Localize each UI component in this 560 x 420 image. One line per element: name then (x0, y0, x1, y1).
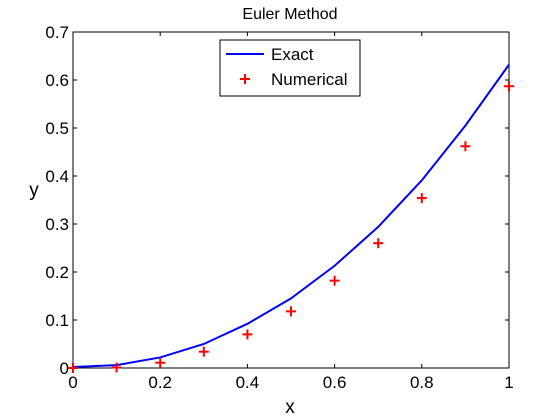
legend-label-exact: Exact (271, 45, 314, 64)
data-point-numerical (286, 306, 296, 317)
series-line-exact (72, 64, 510, 369)
x-tick-label: 0.6 (323, 373, 347, 392)
x-tick-labels: 0 0.2 0.4 0.6 0.8 1 (68, 373, 513, 392)
data-point-numerical (198, 346, 209, 357)
data-point-numerical (242, 329, 253, 340)
y-tick-label: 0.5 (45, 119, 69, 138)
data-point-numerical (460, 141, 471, 152)
data-point-numerical (504, 81, 514, 92)
y-tick-label: 0.3 (45, 215, 69, 234)
x-tick-label: 0 (68, 373, 77, 392)
y-tick-label: 0.6 (45, 71, 69, 90)
y-tick-label: 0 (60, 359, 69, 378)
y-tick-label: 0.2 (45, 263, 69, 282)
x-tick-label: 0.4 (236, 373, 260, 392)
series-layer (68, 64, 514, 373)
data-point-numerical (416, 193, 427, 204)
legend: Exact Numerical (219, 39, 361, 97)
y-tick-label: 0.1 (45, 311, 69, 330)
y-tick-label: 0.7 (45, 23, 69, 42)
x-tick-label: 0.8 (410, 373, 434, 392)
y-axis-label: y (29, 180, 39, 201)
y-tick-label: 0.4 (45, 167, 69, 186)
x-tick-label: 0.2 (148, 373, 172, 392)
y-tick-labels: 0 0.1 0.2 0.3 0.4 0.5 0.6 0.7 (45, 23, 69, 378)
data-point-numerical (155, 357, 166, 368)
legend-box (219, 39, 361, 97)
data-point-numerical (329, 275, 340, 286)
legend-marker-plus (240, 74, 250, 84)
data-point-numerical (373, 238, 384, 249)
chart-title: Euler Method (242, 6, 337, 23)
legend-label-numerical: Numerical (271, 70, 348, 89)
data-point-numerical (68, 363, 78, 373)
x-tick-label: 1 (504, 373, 513, 392)
data-point-numerical (111, 362, 122, 373)
x-axis-label: x (285, 397, 295, 418)
legend-swatch-numerical (240, 74, 250, 84)
